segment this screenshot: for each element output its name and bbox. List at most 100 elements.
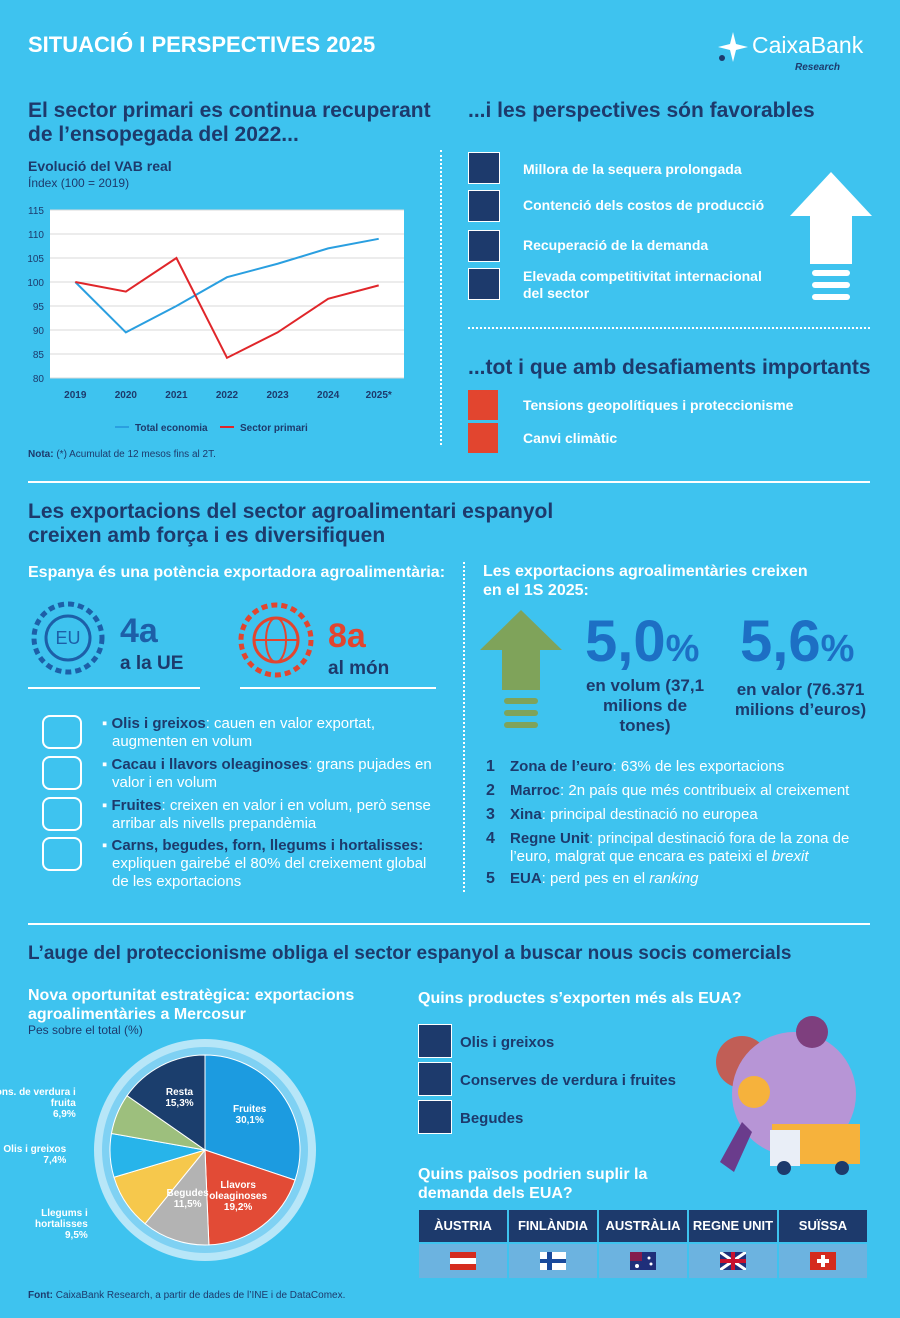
flag <box>450 1252 476 1270</box>
destination-text: : 63% de les exportacions <box>612 758 785 775</box>
icon <box>468 268 500 300</box>
chart-subtitle: Índex (100 = 2019) <box>28 176 130 190</box>
product-name: Olis i greixos <box>111 715 206 732</box>
rank-label: al món <box>328 658 390 679</box>
illustration <box>716 1016 860 1175</box>
product: Olis i greixos <box>460 1034 555 1051</box>
bullet: ▪ <box>102 715 112 732</box>
eu-badge: EU <box>31 601 105 675</box>
list-item: Elevada competitivitat internacional del… <box>523 268 762 301</box>
rank-number: 3 <box>486 806 495 823</box>
pie-slice <box>126 1054 206 1151</box>
note-label: Nota: <box>28 449 54 460</box>
pie-label-name: Cons. de verdura i fruita <box>0 1086 76 1109</box>
up-arrow <box>790 172 872 300</box>
product-icon <box>42 756 82 790</box>
x-tick-label: 2024 <box>317 390 340 401</box>
source: Font: CaixaBank Research, a partir de da… <box>28 1290 345 1301</box>
destination-name: Marroc <box>510 782 561 799</box>
product-text: : creixen en valor i en volum, però sens… <box>112 797 431 832</box>
pie-label-value: 30,1% <box>235 1114 264 1126</box>
rule <box>240 687 436 689</box>
x-tick-label: 2022 <box>216 390 239 401</box>
kpi-label: en valor (76.371 milions d’euros) <box>734 680 867 719</box>
pie-label: Begudes 11,5% <box>143 1188 233 1210</box>
product-name: Fruites <box>111 797 162 814</box>
divider <box>468 327 870 329</box>
pie-label-name: Fruites <box>233 1103 267 1115</box>
kpi: 5,6% <box>740 608 854 675</box>
y-tick-label: 115 <box>28 206 44 217</box>
x-tick-label: 2020 <box>115 390 138 401</box>
icon <box>468 190 500 222</box>
product-item: ▪ Olis i greixos: cauen en valor exporta… <box>100 715 447 751</box>
country-header: ÀUSTRIA <box>419 1210 507 1242</box>
pie-label: Llegums i hortalisses 9,5% <box>0 1208 88 1241</box>
product-text: : cauen en valor exportat, augmenten en … <box>112 715 375 750</box>
pie-label-value: 7,4% <box>43 1154 67 1166</box>
country-cell <box>419 1244 507 1278</box>
country-cell <box>689 1244 777 1278</box>
destination-text: : 2n país que més contribueix al creixem… <box>560 782 850 799</box>
x-tick-label: 2023 <box>266 390 289 401</box>
divider <box>28 923 870 925</box>
bullet: ▪ <box>102 797 112 814</box>
destination: Marroc: 2n país que més contribueix al c… <box>510 782 865 800</box>
product-item: ▪ Fruites: creixen en valor i en volum, … <box>100 797 447 833</box>
world-badge <box>238 602 314 678</box>
destination-italic: ranking <box>649 870 699 887</box>
country-cell <box>779 1244 867 1278</box>
kpi-label: en volum (37,1 milions de tones) <box>585 676 705 735</box>
destination: Xina: principal destinació no europea <box>510 806 865 824</box>
pie-slice <box>204 1149 296 1246</box>
product-icon <box>42 837 82 871</box>
product-item: ▪ Carns, begudes, forn, llegums i hortal… <box>100 837 447 891</box>
destination-text: : perd pes en el <box>541 870 650 887</box>
kpi-unit: % <box>665 628 700 670</box>
pie-label: Resta 15,3% <box>135 1087 225 1109</box>
bullet: ▪ <box>102 837 112 854</box>
section-title: L’auge del proteccionisme obliga el sect… <box>28 943 792 964</box>
icon <box>418 1024 452 1058</box>
product-icon <box>42 797 82 831</box>
destination: Regne Unit: principal destinació fora de… <box>510 830 865 866</box>
list-item: Contenció dels costos de producció <box>523 197 765 213</box>
chart-title: Evolució del VAB real <box>28 158 172 174</box>
kpi-value: 5,6 <box>740 609 821 674</box>
badge-text: EU <box>55 628 80 648</box>
destination-text: : principal destinació fora de la zona d… <box>510 830 850 865</box>
pie-label-name: Llegums i hortalisses <box>34 1207 88 1230</box>
rank-number: 2 <box>486 782 495 799</box>
section-title: Les exportacions del sector agroalimenta… <box>28 500 554 547</box>
pie-slice <box>144 1148 210 1246</box>
y-tick-label: 90 <box>33 326 45 337</box>
country-header: REGNE UNIT <box>689 1210 777 1242</box>
kpi: 5,0% <box>585 608 699 675</box>
rank-value: 4a <box>120 612 158 650</box>
product: Begudes <box>460 1110 524 1127</box>
rank-number: 4 <box>486 830 495 847</box>
divider <box>463 562 465 892</box>
destination-italic: brexit <box>771 848 809 865</box>
destination-name: Zona de l’euro <box>510 758 613 775</box>
divider <box>440 150 442 445</box>
legend-label: Total economia <box>135 423 208 434</box>
data-line <box>75 256 379 360</box>
chart-title: Nova oportunitat estratègica: exportacio… <box>28 987 355 1023</box>
source-text: CaixaBank Research, a partir de dades de… <box>55 1290 346 1301</box>
pie-label-name: Begudes <box>166 1188 209 1200</box>
flag <box>540 1252 566 1270</box>
divider <box>28 481 870 483</box>
pie-label-value: 15,3% <box>165 1098 194 1110</box>
flag <box>720 1252 746 1270</box>
country-cell <box>509 1244 597 1278</box>
product-name: Cacau i llavors oleaginoses <box>111 756 309 773</box>
x-tick-label: 2025* <box>366 390 392 401</box>
y-tick-label: 100 <box>27 278 44 289</box>
section-title: ...tot i que amb desafiaments importants <box>468 356 871 379</box>
y-tick-label: 80 <box>33 374 45 385</box>
pie-label-name: Olis i greixos <box>3 1143 67 1155</box>
pie-label: Llavors oleaginoses 19,2% <box>193 1180 283 1213</box>
icon <box>468 423 498 453</box>
product-item: ▪ Cacau i llavors oleaginoses: grans puj… <box>100 756 447 792</box>
